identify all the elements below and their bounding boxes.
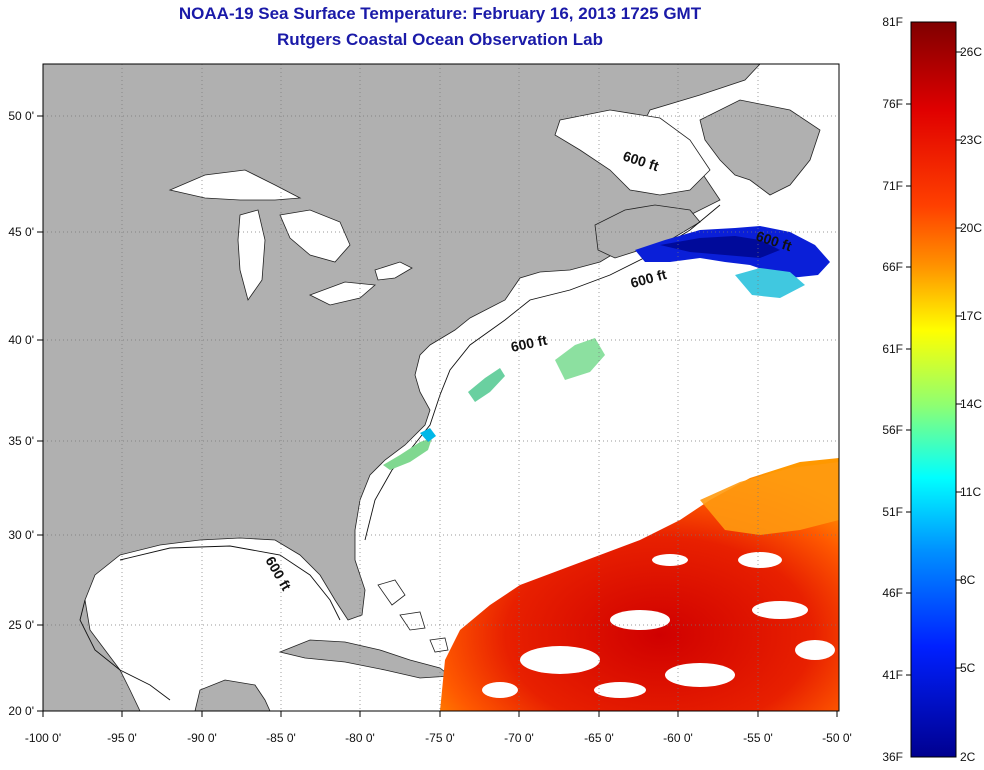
latitude-tick-label: 25 0' [8, 618, 34, 632]
longitude-tick-label: -80 0' [345, 731, 375, 745]
great-lakes [168, 169, 413, 306]
latitude-tick-label: 35 0' [8, 434, 34, 448]
latitude-tick-label: 45 0' [8, 225, 34, 239]
colorbar-fahrenheit-label: 81F [882, 15, 903, 29]
landmass-north-america [43, 64, 761, 711]
longitude-tick-label: -95 0' [107, 731, 137, 745]
colorbar-fahrenheit-label: 66F [882, 260, 903, 274]
longitude-tick-label: -85 0' [266, 731, 296, 745]
colorbar-fahrenheit-label: 51F [882, 505, 903, 519]
colorbar-celsius-label: 8C [960, 573, 976, 587]
colorbar-celsius-label: 26C [960, 45, 982, 59]
colorbar-fahrenheit-label: 46F [882, 586, 903, 600]
landmass-gulf-st-lawrence-water [554, 109, 711, 196]
map-title: NOAA-19 Sea Surface Temperature: Februar… [178, 4, 702, 23]
sst-orange-band [700, 462, 839, 535]
landmass-newfoundland [699, 99, 821, 196]
colorbar-fahrenheit-label: 71F [882, 179, 903, 193]
sst-carolina-band [383, 438, 432, 470]
sst-hatteras-spot [420, 428, 436, 442]
colorbar-fahrenheit-label: 41F [882, 668, 903, 682]
colorbar-celsius-label: 17C [960, 309, 982, 323]
latitude-axis: 50 0' 45 0' 40 0' 35 0' 30 0' 25 0' 20 0' [8, 109, 43, 718]
colorbar-labels: 81F 76F 71F 66F 61F 56F 51F 46F 41F 36F 26C 23C 20C 1… [882, 15, 982, 764]
colorbar-fahrenheit-label: 61F [882, 342, 903, 356]
latitude-tick-label: 20 0' [8, 704, 34, 718]
longitude-tick-label: -60 0' [663, 731, 693, 745]
map-grid [43, 64, 839, 711]
latitude-tick-label: 40 0' [8, 333, 34, 347]
latitude-tick-label: 30 0' [8, 528, 34, 542]
sst-teal-patch [735, 268, 805, 298]
longitude-tick-label: -55 0' [743, 731, 773, 745]
colorbar-celsius-label: 5C [960, 661, 976, 675]
colorbar-celsius-label: 2C [960, 750, 976, 764]
longitude-tick-label: -50 0' [822, 731, 852, 745]
sst-gulf-stream-band-1 [468, 368, 505, 402]
longitude-tick-label: -75 0' [425, 731, 455, 745]
longitude-tick-label: -70 0' [504, 731, 534, 745]
landmass-bahamas [377, 579, 449, 653]
sst-cold-core [660, 236, 780, 258]
colorbar-celsius-label: 20C [960, 221, 982, 235]
landmass-yucatan [194, 679, 271, 711]
colorbar-fahrenheit-label: 36F [882, 750, 903, 764]
colorbar-celsius-label: 23C [960, 133, 982, 147]
map-subtitle: Rutgers Coastal Ocean Observation Lab [277, 30, 603, 49]
colorbar-celsius-label: 11C [960, 485, 981, 499]
latitude-tick-label: 50 0' [8, 109, 34, 123]
colorbar [910, 21, 957, 758]
sst-gulf-stream-band-2 [555, 338, 605, 380]
colorbar-celsius-label: 14C [960, 397, 982, 411]
cloud-gaps [482, 552, 835, 698]
longitude-tick-label: -100 0' [25, 731, 61, 745]
longitude-tick-label: -65 0' [584, 731, 614, 745]
depth-label: 600 ft [509, 332, 548, 355]
map-frame [42, 63, 840, 712]
longitude-tick-label: -90 0' [187, 731, 217, 745]
colorbar-fahrenheit-label: 56F [882, 423, 903, 437]
colorbar-fahrenheit-label: 76F [882, 97, 903, 111]
landmass-nova-scotia [594, 204, 701, 259]
longitude-axis: -100 0' -95 0' -90 0' -85 0' -80 0' -75 0' -70… [25, 711, 852, 745]
